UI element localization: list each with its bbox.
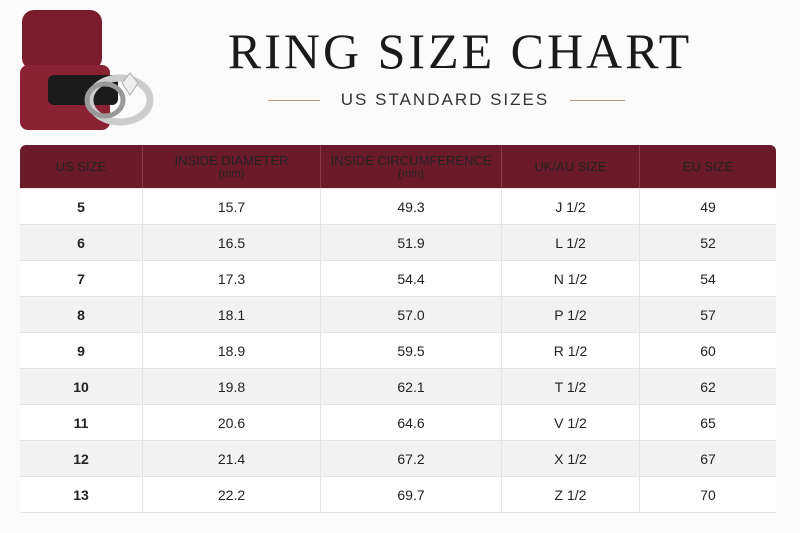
table-cell: 64.6 bbox=[321, 405, 502, 440]
table-cell: 59.5 bbox=[321, 333, 502, 368]
table-row: 13 22.2 69.7 Z 1/2 70 bbox=[20, 477, 776, 513]
table-cell: N 1/2 bbox=[502, 261, 640, 296]
column-unit: (mm) bbox=[218, 168, 245, 180]
table-cell: J 1/2 bbox=[502, 189, 640, 224]
table-cell: 20.6 bbox=[143, 405, 321, 440]
table-cell: 60 bbox=[700, 342, 716, 359]
table-row: 7 17.3 54.4 N 1/2 54 bbox=[20, 261, 776, 297]
table-cell: 62.1 bbox=[321, 369, 502, 404]
ring-box-illustration bbox=[20, 10, 154, 130]
table-cell: 21.4 bbox=[143, 441, 321, 476]
table-cell: Z 1/2 bbox=[502, 477, 640, 512]
table-cell: 49 bbox=[700, 198, 716, 215]
table-cell: 54.4 bbox=[321, 261, 502, 296]
column-label: INSIDE DIAMETER bbox=[174, 153, 289, 168]
divider bbox=[268, 100, 320, 101]
header-cell: UK/AU SIZE bbox=[502, 145, 640, 188]
table-cell: T 1/2 bbox=[502, 369, 640, 404]
table-row: 11 20.6 64.6 V 1/2 65 bbox=[20, 405, 776, 441]
table-cell: 18.1 bbox=[143, 297, 321, 332]
column-label: INSIDE CIRCUMFERENCE bbox=[330, 153, 492, 168]
column-label: UK/AU SIZE bbox=[534, 159, 607, 174]
title: RING SIZE CHART bbox=[227, 23, 693, 79]
table-cell: 11 bbox=[20, 405, 143, 440]
table-cell: 15.7 bbox=[143, 189, 321, 224]
size-table: US SIZE INSIDE DIAMETER (mm) INSIDE CIRCUMF… bbox=[20, 145, 776, 513]
table-cell: L 1/2 bbox=[502, 225, 640, 260]
table-cell: 70 bbox=[700, 486, 716, 503]
column-label: EU SIZE bbox=[682, 159, 734, 174]
table-cell: 57.0 bbox=[321, 297, 502, 332]
table-cell: 10 bbox=[20, 369, 143, 404]
table-cell: P 1/2 bbox=[502, 297, 640, 332]
subtitle: US STANDARD SIZES bbox=[340, 90, 550, 109]
header-cell: US SIZE bbox=[20, 145, 143, 188]
column-label: US SIZE bbox=[55, 159, 107, 174]
table-cell: X 1/2 bbox=[502, 441, 640, 476]
table-cell: 54 bbox=[700, 270, 716, 287]
table-row: 6 16.5 51.9 L 1/2 52 bbox=[20, 225, 776, 261]
table-row: 12 21.4 67.2 X 1/2 67 bbox=[20, 441, 776, 477]
table-cell: R 1/2 bbox=[502, 333, 640, 368]
table-cell: 16.5 bbox=[143, 225, 321, 260]
table-cell: 51.9 bbox=[321, 225, 502, 260]
table-cell: 62 bbox=[700, 378, 716, 395]
table-row: 8 18.1 57.0 P 1/2 57 bbox=[20, 297, 776, 333]
table-cell: 57 bbox=[700, 306, 716, 323]
table-cell: 65 bbox=[700, 414, 716, 431]
table-cell: 67 bbox=[700, 450, 716, 467]
table-cell: 8 bbox=[20, 297, 143, 332]
table-cell: 18.9 bbox=[143, 333, 321, 368]
header-cell: INSIDE DIAMETER (mm) bbox=[143, 145, 321, 188]
table-cell: V 1/2 bbox=[502, 405, 640, 440]
table-cell: 5 bbox=[20, 189, 143, 224]
header-cell: EU SIZE bbox=[640, 145, 776, 188]
table-row: 9 18.9 59.5 R 1/2 60 bbox=[20, 333, 776, 369]
table-cell: 9 bbox=[20, 333, 143, 368]
header-cell: INSIDE CIRCUMFERENCE (mm) bbox=[321, 145, 502, 188]
divider bbox=[570, 100, 625, 101]
table-cell: 6 bbox=[20, 225, 143, 260]
column-unit: (mm) bbox=[398, 168, 424, 180]
table-row: 10 19.8 62.1 T 1/2 62 bbox=[20, 369, 776, 405]
table-row: 5 15.7 49.3 J 1/2 49 bbox=[20, 189, 776, 225]
table-cell: 17.3 bbox=[143, 261, 321, 296]
table-cell: 52 bbox=[700, 234, 716, 251]
table-cell: 22.2 bbox=[143, 477, 321, 512]
table-cell: 12 bbox=[20, 441, 143, 476]
table-cell: 49.3 bbox=[321, 189, 502, 224]
table-cell: 13 bbox=[20, 477, 143, 512]
table-cell: 19.8 bbox=[143, 369, 321, 404]
table-cell: 7 bbox=[20, 261, 143, 296]
table-cell: 69.7 bbox=[321, 477, 502, 512]
table-cell: 67.2 bbox=[321, 441, 502, 476]
header-row: US SIZE INSIDE DIAMETER (mm) INSIDE CIRCUMF… bbox=[20, 145, 776, 189]
